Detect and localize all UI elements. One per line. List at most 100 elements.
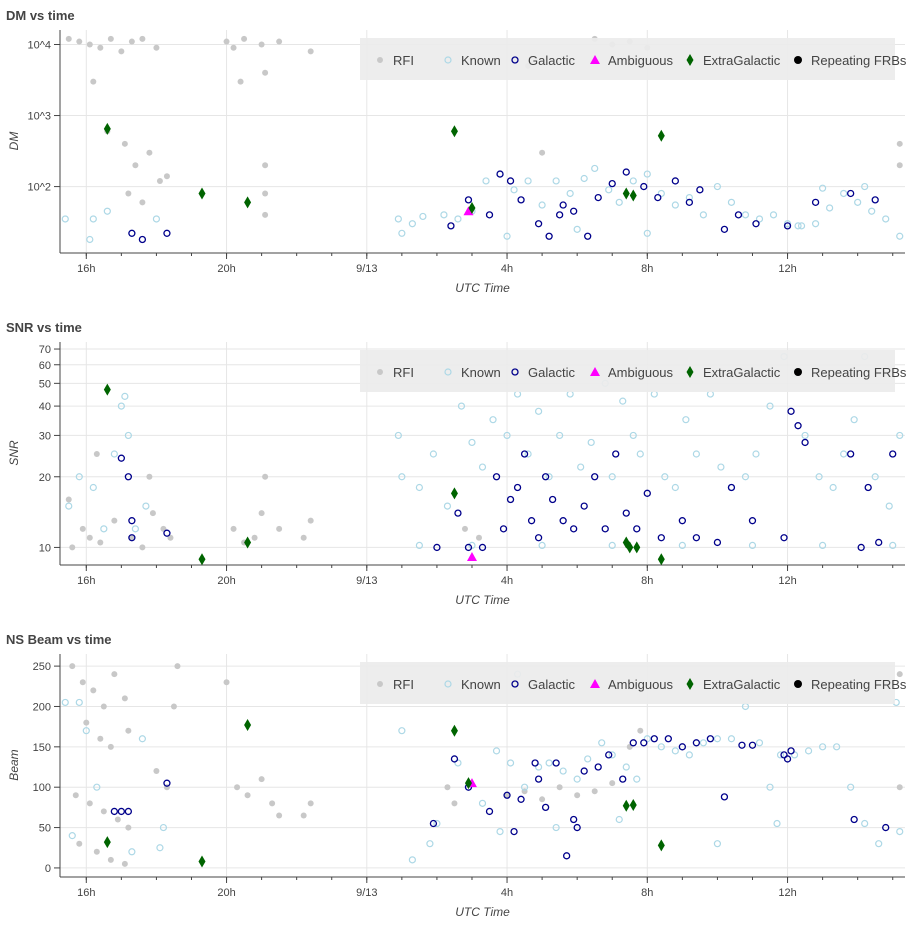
dm-legend-label-rfi[interactable]: RFI (393, 53, 414, 68)
rfi-point-11 (146, 473, 153, 480)
rfi-point-29 (307, 800, 314, 807)
known-point-48 (829, 483, 837, 492)
galactic-point-11 (570, 207, 578, 215)
rfi-point-10 (93, 451, 100, 458)
snr-legend-label-extragalactic[interactable]: ExtraGalactic (703, 365, 781, 380)
known-point-58 (608, 541, 616, 550)
beam-series-known (61, 670, 904, 864)
galactic-point-8 (478, 543, 487, 552)
rfi-point-41 (637, 727, 644, 734)
galactic-point-4 (429, 819, 438, 828)
galactic-point-12 (541, 803, 550, 812)
rfi-point-23 (262, 69, 269, 76)
rfi-point-34 (896, 162, 903, 169)
beam-x-tick-label: 16h (77, 887, 95, 899)
beam-legend: RFI Known Galactic Ambiguous ExtraGalactic Re… (360, 662, 907, 704)
rfi-point-22 (475, 534, 482, 541)
rfi-point-15 (76, 840, 83, 847)
snr-plot[interactable]: 16h 20h 9/13 4h 8h 12h 10 20 30 40 50 60 70 UTC Time S… (0, 312, 915, 622)
known-point-42 (847, 783, 855, 791)
snr-legend-label-known[interactable]: Known (461, 365, 501, 380)
beam-legend-label-rfi[interactable]: RFI (393, 677, 414, 692)
known-point-33 (769, 211, 778, 219)
beam-legend-marker-galactic (511, 680, 519, 688)
beam-legend-label-ambiguous[interactable]: Ambiguous (608, 677, 674, 692)
known-point-49 (840, 450, 848, 458)
rfi-point-38 (591, 788, 598, 795)
dm-legend-label-ambiguous[interactable]: Ambiguous (608, 53, 674, 68)
galactic-point-28 (559, 201, 567, 209)
beam-plot[interactable]: 16h 20h 9/13 4h 8h 12h 0 50 100 150 200 250 UTC Time… (0, 624, 915, 934)
known-point-1 (75, 698, 83, 707)
galactic-point-16 (541, 473, 550, 481)
known-point-5 (117, 402, 125, 410)
galactic-point-40 (889, 450, 897, 458)
galactic-point-18 (559, 517, 567, 525)
rfi-point-9 (65, 496, 72, 503)
galactic-point-14 (608, 179, 616, 188)
galactic-point-24 (678, 743, 687, 751)
known-point-51 (496, 828, 504, 836)
known-point-13 (429, 450, 438, 458)
known-point-21 (524, 450, 532, 458)
known-point-17 (520, 783, 529, 791)
dm-plot[interactable]: 16h 20h 9/13 4h 8h 12h 10^2 10^3 10^4 UTC Time DM R… (0, 0, 915, 310)
known-point-0 (61, 215, 69, 223)
known-point-29 (671, 747, 679, 755)
snr-y-axis-label: SNR (7, 440, 21, 466)
snr-legend-marker-repeating-frbs (794, 368, 802, 376)
galactic-point-1 (117, 807, 126, 816)
known-point-42 (896, 232, 904, 240)
dm-x-tick-label: 16h (77, 263, 95, 275)
beam-x-axis-label: UTC Time (455, 905, 510, 919)
beam-y-tick-label: 150 (33, 742, 51, 754)
dm-legend-label-galactic[interactable]: Galactic (528, 53, 575, 68)
dm-legend-label-repeating-frbs[interactable]: Repeating FRBs (811, 53, 907, 68)
beam-y-tick-label: 50 (39, 823, 51, 835)
dm-y-tick-label: 10^3 (27, 111, 51, 123)
snr-legend-label-rfi[interactable]: RFI (393, 365, 414, 380)
dm-x-axis-label: UTC Time (455, 281, 510, 295)
beam-legend-label-repeating-frbs[interactable]: Repeating FRBs (811, 677, 907, 692)
known-point-50 (552, 823, 560, 832)
beam-legend-label-extragalactic[interactable]: ExtraGalactic (703, 677, 781, 692)
beam-legend-label-galactic[interactable]: Galactic (528, 677, 575, 692)
dm-x-tick-label: 8h (641, 263, 653, 275)
rfi-point-12 (132, 162, 139, 169)
galactic-point-35 (794, 422, 802, 430)
snr-legend-label-galactic[interactable]: Galactic (528, 365, 575, 380)
rfi-point-12 (100, 808, 107, 815)
known-point-22 (615, 198, 623, 206)
snr-legend-label-ambiguous[interactable]: Ambiguous (608, 365, 674, 380)
snr-y-tick-label: 60 (39, 360, 51, 372)
beam-legend-label-known[interactable]: Known (461, 677, 501, 692)
rfi-point-9 (90, 78, 97, 85)
snr-legend-label-repeating-frbs[interactable]: Repeating FRBs (811, 365, 907, 380)
rfi-point-18 (276, 525, 283, 532)
galactic-point-15 (570, 815, 578, 824)
extragalactic-point-1 (198, 855, 206, 868)
dm-legend-label-extragalactic[interactable]: ExtraGalactic (703, 53, 781, 68)
galactic-point-11 (506, 495, 515, 504)
known-point-27 (685, 193, 693, 202)
known-point-4 (93, 783, 101, 791)
galactic-point-20 (720, 225, 729, 234)
rfi-point-25 (258, 776, 265, 783)
known-point-23 (598, 739, 606, 747)
galactic-point-33 (780, 534, 788, 542)
galactic-point-0 (128, 229, 136, 237)
galactic-point-41 (857, 543, 865, 552)
galactic-point-27 (485, 211, 494, 219)
known-point-41 (882, 215, 890, 223)
rfi-point-18 (121, 860, 128, 867)
snr-y-tick-label: 30 (39, 430, 51, 442)
known-point-21 (605, 186, 613, 194)
known-point-15 (524, 177, 532, 185)
extragalactic-point-5 (622, 799, 630, 812)
galactic-point-29 (692, 534, 701, 542)
galactic-point-23 (664, 735, 672, 743)
rfi-point-8 (107, 743, 114, 750)
dm-legend-marker-ambiguous (590, 55, 600, 64)
known-point-20 (591, 164, 599, 173)
dm-legend-label-known[interactable]: Known (461, 53, 501, 68)
